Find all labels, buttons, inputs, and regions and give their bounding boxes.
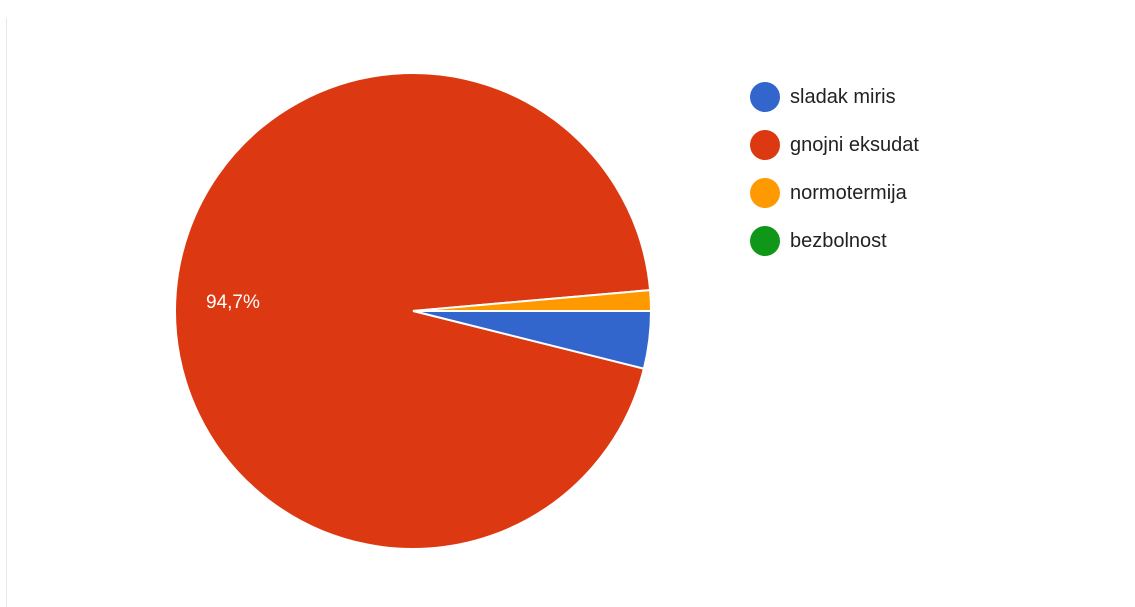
legend-item-sladak-miris[interactable]: sladak miris [750,73,919,121]
legend-item-gnojni-eksudat[interactable]: gnojni eksudat [750,121,919,169]
legend-swatch [750,226,780,256]
slice-label-gnojni-eksudat: 94,7% [206,292,260,313]
legend-label: normotermija [790,181,907,204]
legend-item-bezbolnost[interactable]: bezbolnost [750,217,919,265]
legend-swatch [750,130,780,160]
legend-label: bezbolnost [790,229,887,252]
legend-swatch [750,82,780,112]
pie-chart: 94,7% [174,72,653,550]
pie-slices [174,72,653,550]
legend-label: sladak miris [790,85,896,108]
legend-label: gnojni eksudat [790,133,919,156]
chart-frame-border [6,18,7,607]
legend-swatch [750,178,780,208]
legend-item-normotermija[interactable]: normotermija [750,169,919,217]
pie-slice-gnojni-eksudat[interactable] [174,72,652,550]
legend: sladak miris gnojni eksudat normotermija… [750,73,919,265]
pie-slice-normotermija[interactable] [412,289,653,312]
